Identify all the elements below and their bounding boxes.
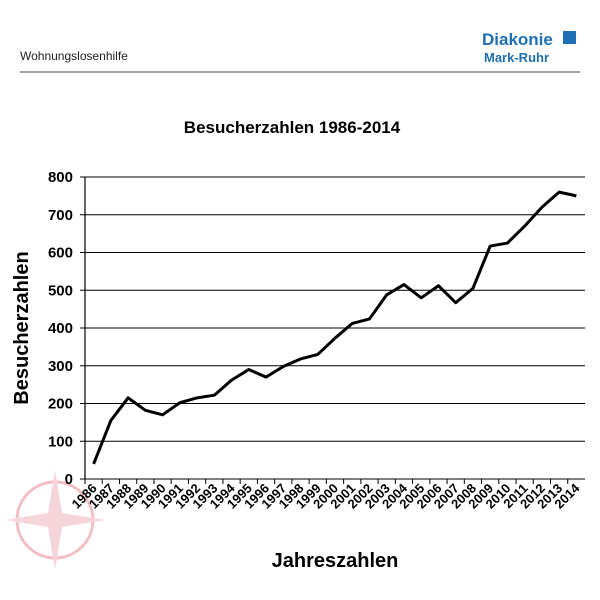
logo-name: Diakonie — [482, 30, 553, 49]
y-tick-label: 800 — [48, 169, 73, 186]
x-axis-label: Jahreszahlen — [272, 550, 399, 572]
y-tick-label: 400 — [48, 320, 73, 337]
logo-sub: Mark-Ruhr — [484, 50, 549, 65]
y-tick-label: 100 — [48, 433, 73, 450]
y-tick-label: 500 — [48, 282, 73, 299]
section-title: Wohnungslosenhilfe — [20, 49, 128, 63]
y-tick-label: 300 — [48, 358, 73, 375]
y-tick-label: 200 — [48, 396, 73, 413]
y-tick-label: 0 — [65, 471, 73, 488]
logo-icon — [563, 31, 576, 44]
data-line — [92, 190, 577, 465]
y-tick-label: 600 — [48, 245, 73, 262]
chart-title: Besucherzahlen 1986-2014 — [184, 118, 401, 137]
y-tick-label: 700 — [48, 207, 73, 224]
watermark — [5, 470, 105, 570]
y-axis-label: Besucherzahlen — [11, 251, 33, 404]
